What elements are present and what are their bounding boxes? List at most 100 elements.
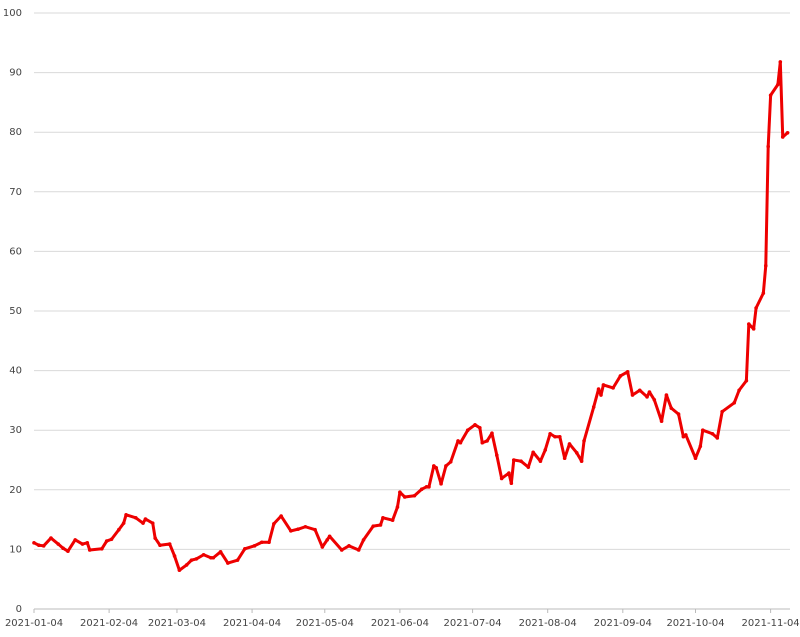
y-tick-label: 20 xyxy=(9,485,22,496)
x-tick-label: 2021-10-04 xyxy=(666,618,724,629)
y-tick-label: 0 xyxy=(16,604,22,615)
point xyxy=(591,405,596,409)
y-tick-label: 90 xyxy=(9,68,22,79)
point xyxy=(676,412,681,416)
point xyxy=(652,398,657,402)
point xyxy=(356,548,361,552)
point xyxy=(143,517,148,521)
point xyxy=(664,393,669,397)
point xyxy=(507,471,511,475)
x-tick-label: 2021-09-04 xyxy=(594,618,652,629)
point xyxy=(87,548,92,552)
point xyxy=(519,459,523,463)
point xyxy=(150,521,155,525)
point xyxy=(439,482,443,486)
point xyxy=(751,327,756,331)
point xyxy=(478,426,482,430)
point xyxy=(66,549,70,553)
point xyxy=(659,419,664,424)
x-tick-label: 2021-06-04 xyxy=(371,618,429,629)
point xyxy=(618,374,623,378)
point xyxy=(785,130,790,135)
point xyxy=(495,453,499,458)
point xyxy=(395,505,400,509)
point xyxy=(596,387,601,391)
point xyxy=(85,541,90,545)
point xyxy=(700,428,705,433)
point xyxy=(381,516,385,520)
y-tick-label: 60 xyxy=(9,246,22,257)
point xyxy=(448,459,453,464)
point xyxy=(434,465,439,470)
y-tick-label: 100 xyxy=(3,8,22,19)
point xyxy=(543,448,548,452)
point xyxy=(177,568,182,573)
point xyxy=(444,464,448,468)
point xyxy=(780,135,785,139)
point xyxy=(279,514,283,518)
point xyxy=(526,465,531,469)
point xyxy=(121,521,126,525)
x-tick-label: 2021-05-04 xyxy=(296,618,354,629)
point xyxy=(153,536,157,540)
point xyxy=(41,544,46,548)
point xyxy=(538,459,543,463)
point xyxy=(473,423,477,427)
point xyxy=(158,543,162,548)
point xyxy=(398,490,402,494)
point xyxy=(582,439,586,443)
point xyxy=(511,458,516,462)
point xyxy=(499,476,504,481)
point xyxy=(296,527,300,531)
point xyxy=(562,456,567,461)
point xyxy=(766,144,770,149)
point xyxy=(37,543,41,548)
y-tick-label: 30 xyxy=(9,425,22,436)
point xyxy=(747,322,751,326)
point xyxy=(320,545,325,549)
point xyxy=(637,388,642,393)
point xyxy=(339,548,344,552)
point xyxy=(218,549,223,554)
point xyxy=(599,393,603,397)
point xyxy=(763,263,768,268)
point xyxy=(754,306,758,310)
point xyxy=(778,60,783,64)
point xyxy=(630,393,635,397)
point xyxy=(189,558,194,562)
point xyxy=(553,434,557,439)
point xyxy=(465,428,470,433)
point xyxy=(201,552,206,557)
point xyxy=(184,563,189,567)
point xyxy=(303,524,308,529)
x-tick-label: 2021-04-04 xyxy=(223,618,281,629)
y-tick-label: 50 xyxy=(9,306,22,317)
x-tick-label: 2021-02-04 xyxy=(80,618,138,629)
point xyxy=(669,406,674,410)
point xyxy=(458,440,463,445)
point xyxy=(327,534,332,539)
y-tick-label: 40 xyxy=(9,366,22,377)
point xyxy=(172,554,177,558)
point xyxy=(776,82,780,87)
point xyxy=(267,540,271,545)
x-tick-label: 2021-08-04 xyxy=(519,618,577,629)
point xyxy=(371,524,376,528)
point xyxy=(645,395,649,399)
point xyxy=(211,555,216,560)
point xyxy=(647,390,652,394)
point xyxy=(73,538,77,542)
point xyxy=(390,518,395,522)
point xyxy=(124,513,128,517)
point xyxy=(558,434,562,439)
point xyxy=(737,388,741,393)
point xyxy=(698,444,703,449)
point xyxy=(490,431,494,435)
x-tick-label: 2021-03-04 xyxy=(148,618,206,629)
point xyxy=(32,541,36,545)
point xyxy=(56,542,61,546)
point xyxy=(167,542,172,546)
point xyxy=(226,561,230,565)
x-tick-label: 2021-01-04 xyxy=(5,618,63,629)
point xyxy=(313,527,317,532)
